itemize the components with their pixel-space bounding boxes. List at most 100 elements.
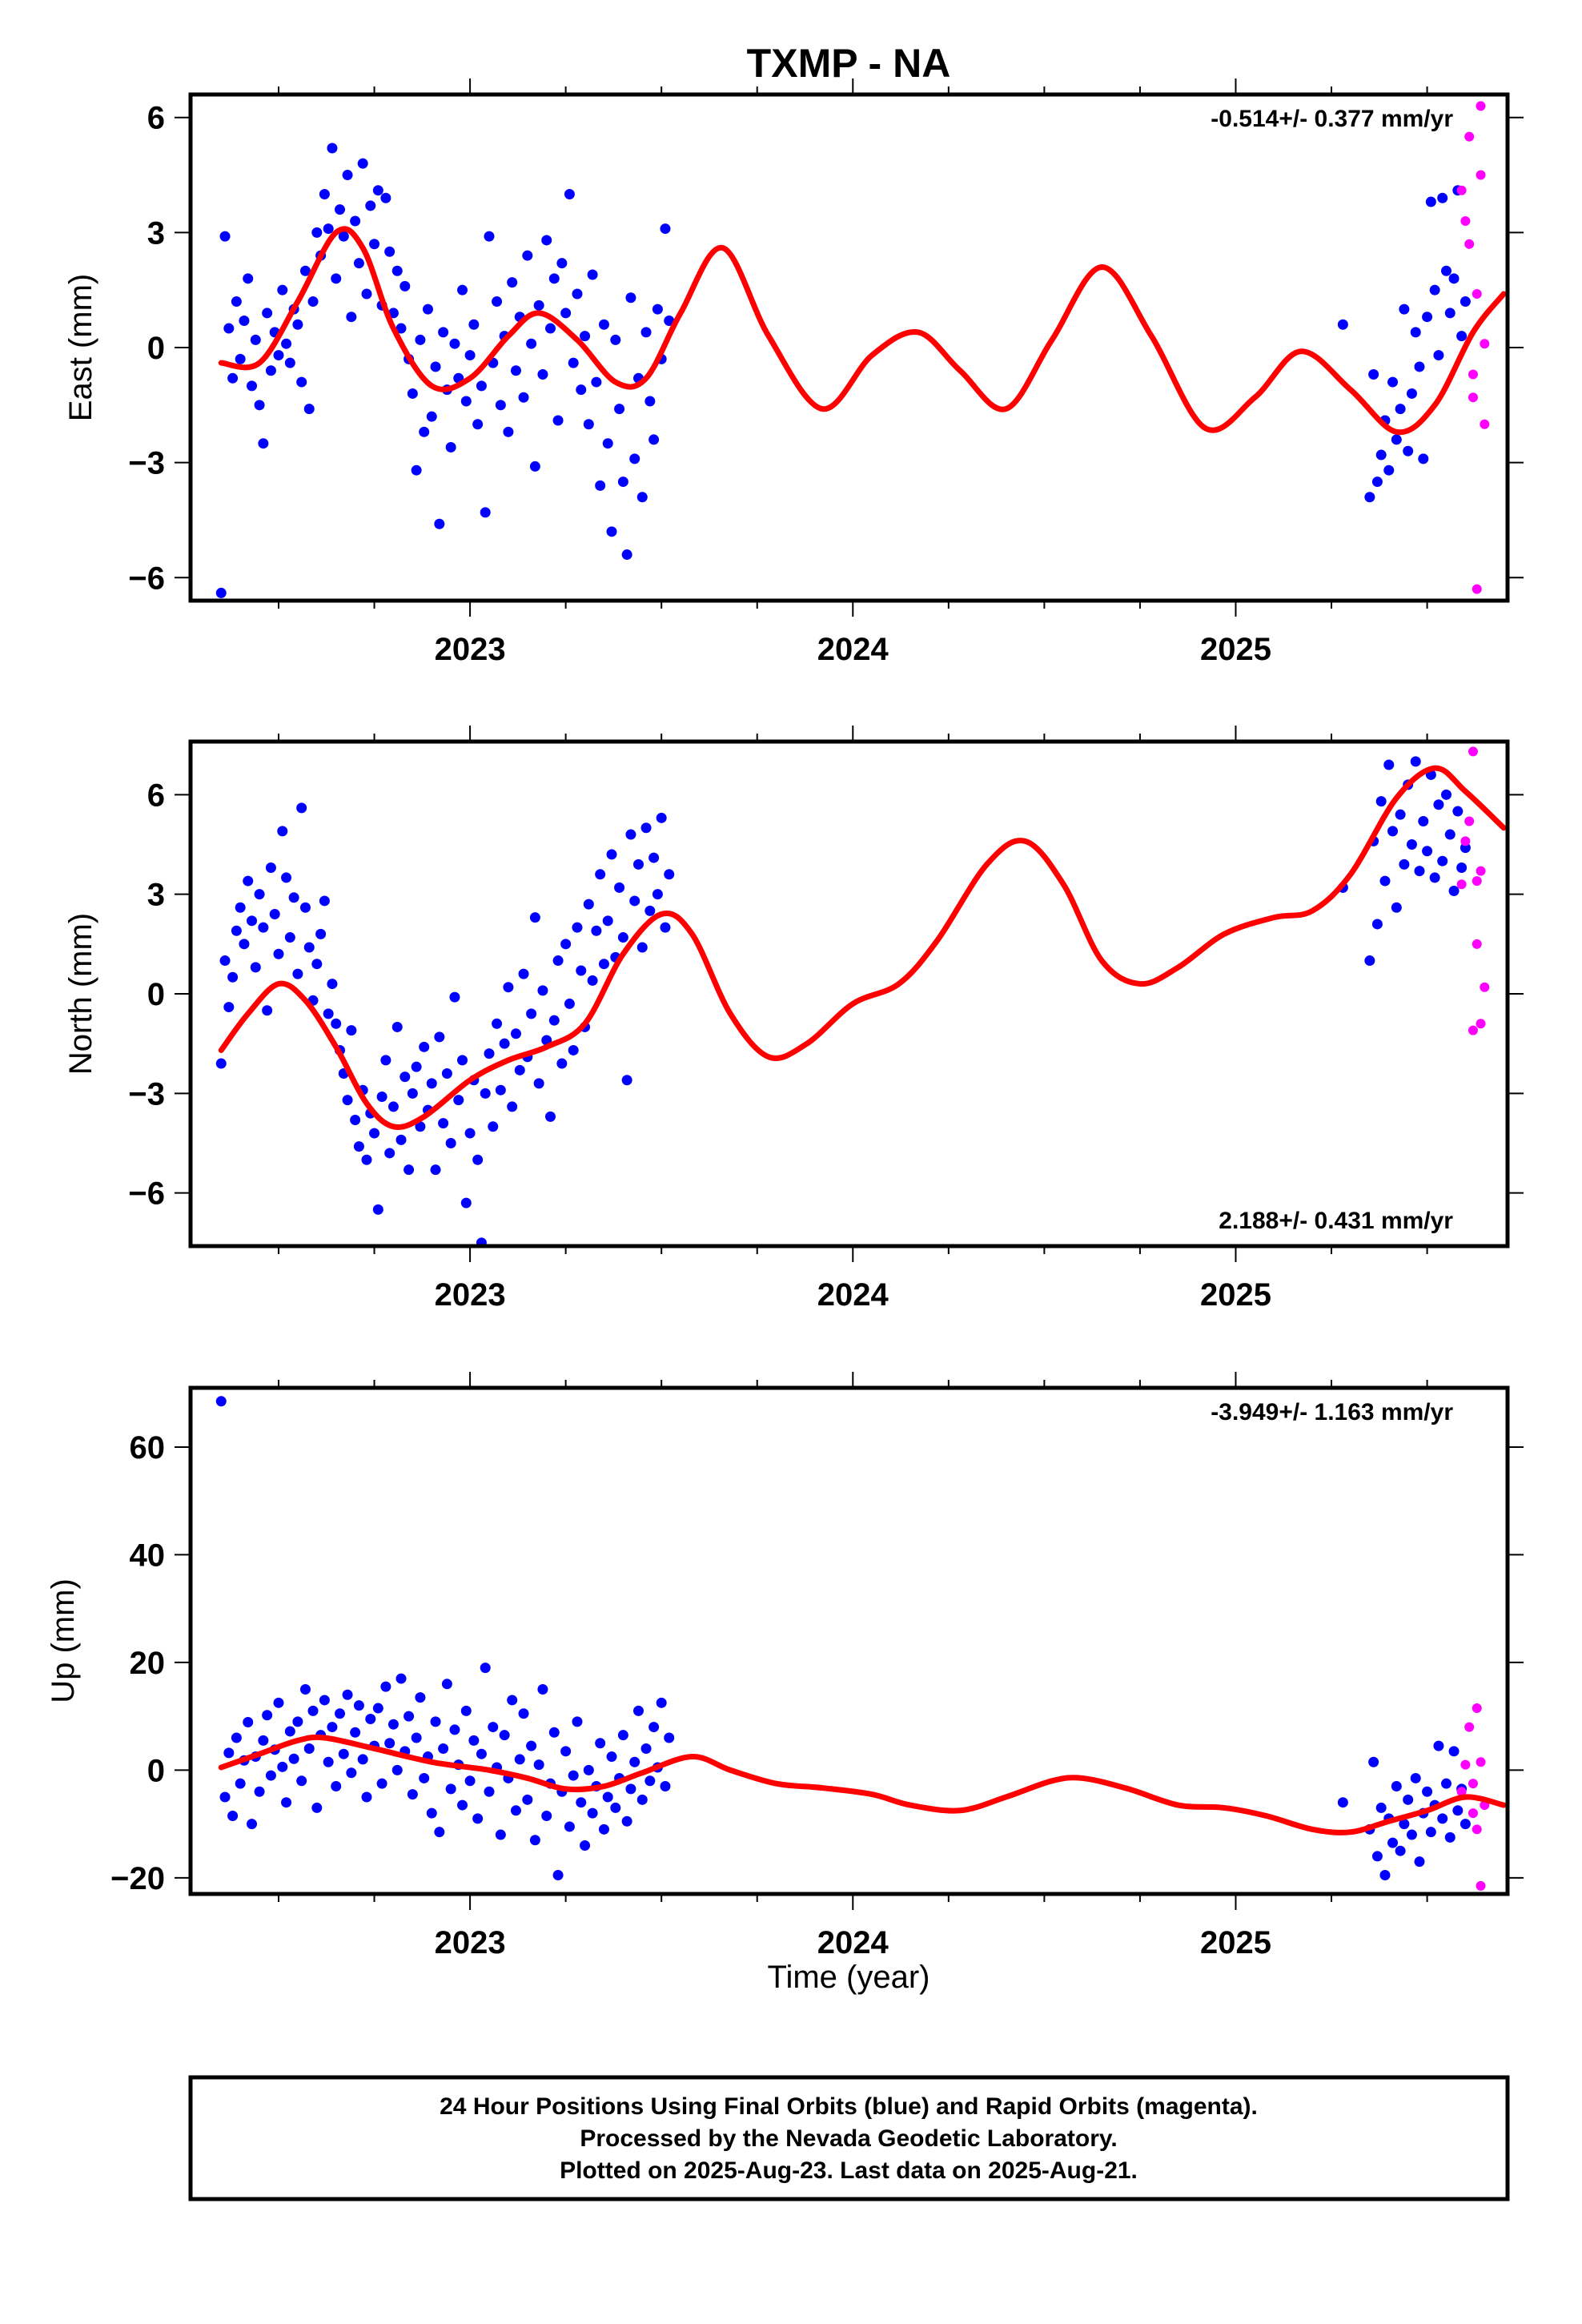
final-orbit-point bbox=[595, 869, 606, 880]
final-orbit-point bbox=[495, 1084, 506, 1096]
final-orbit-point bbox=[438, 1743, 449, 1754]
final-orbit-point bbox=[548, 1727, 560, 1738]
rapid-orbit-point bbox=[1472, 939, 1482, 949]
y-tick-label: −3 bbox=[128, 446, 165, 481]
final-orbit-point bbox=[258, 922, 269, 933]
final-orbit-point bbox=[514, 1064, 525, 1076]
final-orbit-point bbox=[629, 895, 640, 907]
y-tick-label: 40 bbox=[130, 1538, 166, 1573]
final-orbit-point bbox=[380, 192, 391, 203]
final-orbit-point bbox=[334, 204, 345, 215]
final-orbit-point bbox=[250, 334, 261, 345]
final-orbit-point bbox=[522, 1794, 533, 1805]
final-orbit-point bbox=[396, 1134, 407, 1145]
final-orbit-point bbox=[541, 1811, 552, 1822]
final-orbit-point bbox=[636, 942, 648, 953]
final-orbit-point bbox=[307, 1705, 319, 1716]
final-orbit-point bbox=[342, 170, 353, 181]
rapid-orbit-point bbox=[1476, 1019, 1486, 1029]
final-orbit-point bbox=[404, 1711, 415, 1722]
final-orbit-point bbox=[426, 1807, 437, 1819]
final-orbit-point bbox=[526, 1008, 537, 1019]
y-tick-label: 3 bbox=[147, 215, 165, 251]
final-orbit-point bbox=[518, 1708, 529, 1719]
final-orbit-point bbox=[1387, 1837, 1399, 1848]
final-orbit-point bbox=[648, 852, 660, 863]
final-orbit-point bbox=[396, 323, 407, 334]
final-orbit-point bbox=[303, 404, 315, 415]
final-orbit-point bbox=[426, 411, 437, 422]
final-orbit-point bbox=[449, 1724, 460, 1735]
y-tick-label: 6 bbox=[147, 778, 165, 813]
velocity-rate-label: 2.188+/- 0.431 mm/yr bbox=[1219, 1208, 1453, 1234]
final-orbit-point bbox=[533, 300, 544, 311]
model-fit-curve bbox=[218, 226, 1507, 436]
final-orbit-point bbox=[492, 296, 503, 308]
final-orbit-point bbox=[545, 1111, 556, 1122]
final-orbit-point bbox=[235, 353, 246, 364]
final-orbit-point bbox=[303, 942, 315, 953]
final-orbit-point bbox=[365, 1713, 376, 1724]
x-tick-label: 2023 bbox=[435, 1925, 506, 1960]
final-orbit-point bbox=[391, 1021, 403, 1032]
final-orbit-point bbox=[656, 1697, 667, 1708]
final-orbit-point bbox=[1375, 449, 1387, 460]
final-orbit-point bbox=[472, 419, 484, 430]
final-orbit-point bbox=[1425, 196, 1436, 207]
y-axis-label: Up (mm) bbox=[46, 1578, 81, 1703]
final-orbit-point bbox=[1444, 829, 1456, 840]
final-orbit-point bbox=[529, 912, 540, 923]
final-orbit-point bbox=[361, 1154, 372, 1165]
final-orbit-point bbox=[1387, 376, 1399, 388]
plot-frame bbox=[188, 739, 1510, 1248]
final-orbit-point bbox=[568, 1770, 579, 1781]
final-orbit-point bbox=[419, 426, 430, 437]
rapid-orbit-point bbox=[1472, 876, 1482, 887]
final-orbit-point bbox=[384, 1148, 396, 1159]
final-orbit-point bbox=[273, 350, 284, 361]
final-orbit-point bbox=[648, 434, 660, 445]
final-orbit-point bbox=[430, 1716, 441, 1727]
final-orbit-point bbox=[468, 1735, 480, 1746]
final-orbit-point bbox=[1422, 312, 1433, 323]
final-orbit-point bbox=[1437, 192, 1448, 203]
final-orbit-point bbox=[247, 915, 258, 927]
final-orbit-point bbox=[664, 1732, 675, 1743]
final-orbit-point bbox=[598, 1823, 609, 1835]
final-orbit-point bbox=[415, 1121, 426, 1132]
final-orbit-point bbox=[576, 1797, 587, 1808]
final-orbit-point bbox=[495, 1829, 506, 1840]
final-orbit-point bbox=[1422, 1786, 1433, 1797]
final-orbit-point bbox=[1387, 826, 1399, 837]
final-orbit-point bbox=[445, 1138, 456, 1149]
rapid-orbit-point bbox=[1480, 419, 1490, 429]
final-orbit-point bbox=[460, 396, 472, 407]
final-orbit-point bbox=[1433, 350, 1444, 361]
final-orbit-point bbox=[350, 1115, 361, 1125]
y-tick-label: 60 bbox=[130, 1430, 166, 1466]
final-orbit-point bbox=[526, 338, 537, 349]
y-tick-label: 0 bbox=[147, 1753, 165, 1788]
final-orbit-point bbox=[438, 327, 449, 338]
rapid-orbit-point bbox=[1480, 982, 1490, 992]
final-orbit-point bbox=[484, 231, 495, 242]
final-orbit-point bbox=[1414, 866, 1425, 877]
final-orbit-point bbox=[598, 319, 609, 330]
final-orbit-point bbox=[262, 1005, 273, 1016]
final-orbit-point bbox=[384, 1738, 396, 1749]
final-orbit-point bbox=[1399, 304, 1410, 315]
final-orbit-point bbox=[629, 1756, 640, 1767]
final-orbit-point bbox=[560, 308, 572, 319]
final-orbit-point bbox=[445, 1783, 456, 1795]
final-orbit-point bbox=[1433, 1740, 1444, 1751]
final-orbit-point bbox=[636, 1794, 648, 1805]
east-panel: 2023 2024 2025 −6 −3 0 3 6 East (mm) -0.514+/- 0.… bbox=[63, 78, 1524, 667]
final-orbit-point bbox=[319, 895, 330, 907]
final-orbit-point bbox=[652, 304, 663, 315]
final-orbit-point bbox=[1410, 756, 1421, 767]
final-orbit-point bbox=[636, 492, 648, 503]
final-orbit-point bbox=[537, 369, 548, 380]
final-orbit-point bbox=[548, 1015, 560, 1026]
final-orbit-point bbox=[411, 464, 422, 476]
